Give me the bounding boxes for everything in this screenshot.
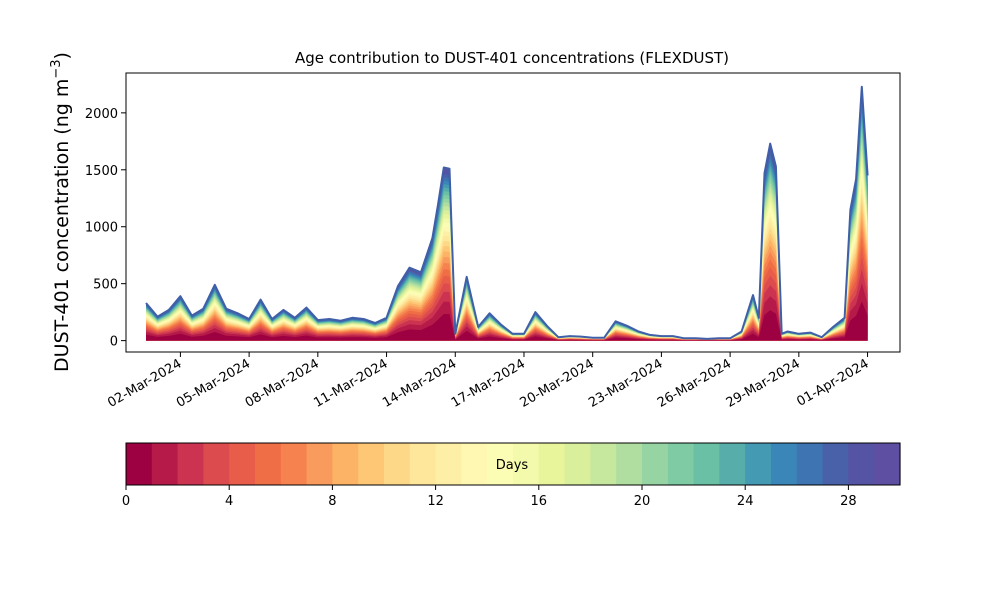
x-tick-label: 02-Mar-2024 bbox=[105, 356, 184, 410]
colorbar-swatch bbox=[280, 443, 308, 485]
x-tick-label: 26-Mar-2024 bbox=[655, 356, 734, 410]
x-tick-label: 14-Mar-2024 bbox=[380, 356, 459, 410]
colorbar-frame bbox=[125, 442, 901, 486]
colorbar-swatch bbox=[151, 443, 179, 485]
y-axis-label-superscript: −3 bbox=[49, 59, 64, 78]
colorbar-tick-label: 4 bbox=[225, 494, 233, 509]
colorbar-swatch bbox=[848, 443, 875, 485]
x-tick-label: 01-Apr-2024 bbox=[794, 356, 871, 409]
x-tick-label: 29-Mar-2024 bbox=[724, 356, 803, 410]
colorbar-swatch bbox=[487, 443, 514, 485]
x-tick-label: 23-Mar-2024 bbox=[586, 356, 665, 410]
colorbar-swatch bbox=[745, 443, 772, 485]
colorbar-swatch bbox=[719, 443, 746, 485]
y-axis-label: DUST-401 concentration (ng m−3) bbox=[49, 52, 73, 372]
colorbar-swatch bbox=[590, 443, 617, 485]
x-tick-label: 11-Mar-2024 bbox=[311, 356, 390, 410]
age-area-day-0 bbox=[146, 301, 868, 341]
colorbar-swatch bbox=[409, 443, 437, 485]
colorbar-swatch bbox=[822, 443, 849, 485]
colorbar-swatch bbox=[642, 443, 669, 485]
colorbar-tick-label: 20 bbox=[634, 494, 651, 509]
x-tick-label: 17-Mar-2024 bbox=[449, 356, 528, 410]
colorbar-swatch bbox=[693, 443, 720, 485]
colorbar-swatch bbox=[255, 443, 282, 485]
colorbar-swatch bbox=[435, 443, 462, 485]
y-tick-label: 1000 bbox=[85, 221, 118, 236]
y-axis: 0 500 1000 1500 2000 bbox=[85, 107, 126, 350]
colorbar bbox=[125, 442, 901, 486]
colorbar-swatch bbox=[126, 443, 153, 485]
age-contribution-areas bbox=[146, 86, 868, 341]
colorbar-label: Days bbox=[496, 458, 529, 473]
colorbar-swatch bbox=[461, 443, 488, 485]
colorbar-swatch bbox=[796, 443, 824, 485]
colorbar-swatch bbox=[358, 443, 385, 485]
y-tick-label: 1500 bbox=[85, 164, 118, 179]
colorbar-tick-label: 16 bbox=[531, 494, 548, 509]
y-axis-label-close: ) bbox=[51, 52, 73, 59]
x-tick-label: 05-Mar-2024 bbox=[174, 356, 253, 410]
colorbar-swatch bbox=[306, 443, 333, 485]
colorbar-swatch bbox=[177, 443, 204, 485]
y-tick-label: 2000 bbox=[85, 107, 118, 122]
total-concentration-line bbox=[145, 85, 869, 340]
colorbar-swatch bbox=[771, 443, 798, 485]
colorbar-swatch bbox=[616, 443, 643, 485]
colorbar-tick-label: 12 bbox=[427, 494, 444, 509]
x-tick-label: 08-Mar-2024 bbox=[243, 356, 322, 410]
colorbar-tick-label: 28 bbox=[840, 494, 857, 509]
colorbar-swatch bbox=[384, 443, 411, 485]
colorbar-tick-label: 24 bbox=[737, 494, 754, 509]
colorbar-swatch bbox=[874, 443, 901, 485]
x-axis: 02-Mar-202405-Mar-202408-Mar-202411-Mar-… bbox=[105, 352, 872, 411]
chart-title: Age contribution to DUST-401 concentrati… bbox=[295, 49, 729, 67]
colorbar-swatch bbox=[667, 443, 695, 485]
plot-frame bbox=[125, 72, 901, 353]
x-tick-label: 20-Mar-2024 bbox=[518, 356, 597, 410]
colorbar-swatch bbox=[203, 443, 230, 485]
colorbar-ticks: 0 4 8 12 16 20 24 28 bbox=[122, 485, 857, 509]
y-tick-label: 500 bbox=[93, 278, 118, 293]
colorbar-tick-label: 8 bbox=[328, 494, 336, 509]
colorbar-swatch bbox=[332, 443, 359, 485]
colorbar-swatch bbox=[513, 443, 540, 485]
y-tick-label: 0 bbox=[110, 335, 118, 350]
colorbar-tick-label: 0 bbox=[122, 494, 130, 509]
colorbar-swatch bbox=[564, 443, 591, 485]
colorbar-swatch bbox=[229, 443, 256, 485]
colorbar-swatch bbox=[538, 443, 566, 485]
